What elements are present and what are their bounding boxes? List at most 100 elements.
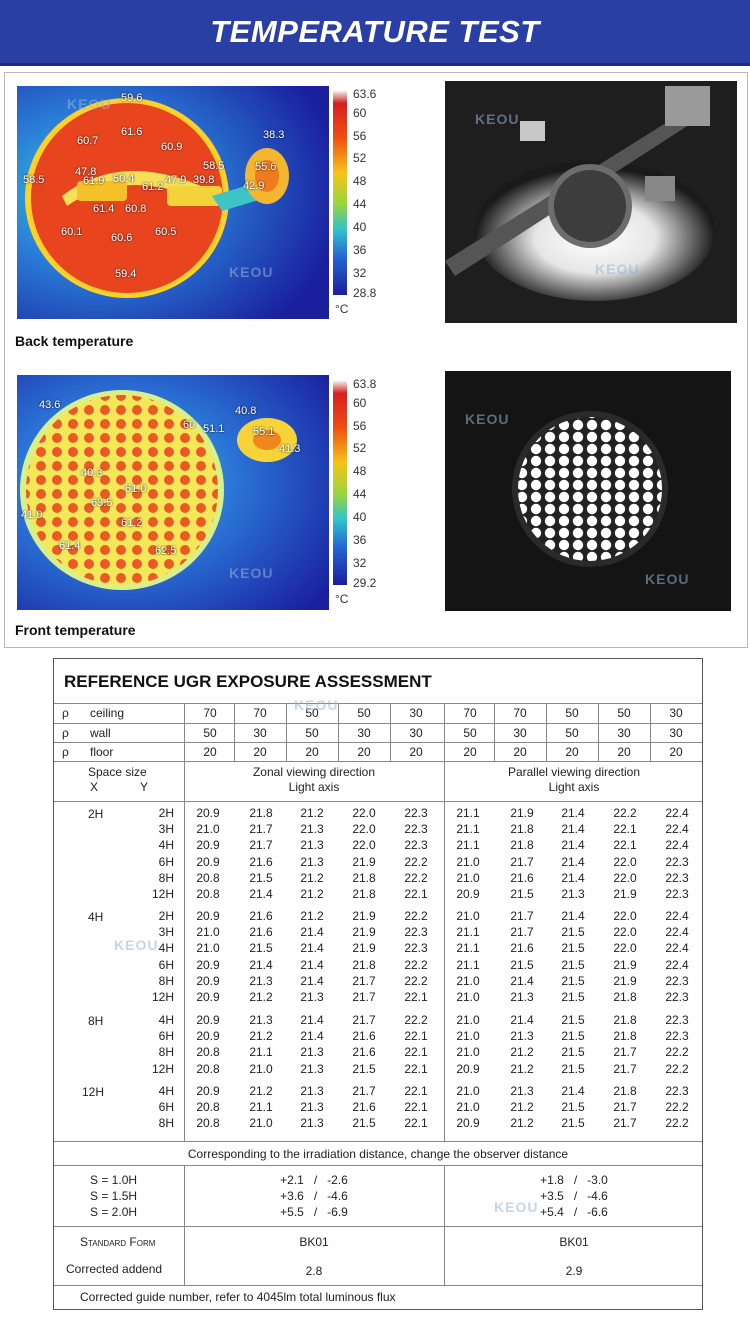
s-label: S = 2.0H bbox=[90, 1205, 138, 1219]
ugr-value: 21.4 bbox=[561, 822, 585, 837]
temp-point: 60 bbox=[183, 419, 196, 431]
space-y-label: 6H bbox=[158, 1100, 174, 1115]
ugr-value: 21.0 bbox=[456, 909, 480, 923]
ugr-value: 21.5 bbox=[510, 887, 534, 901]
ugr-value: 21.4 bbox=[300, 957, 324, 972]
watermark: KEOU bbox=[114, 937, 159, 953]
scale-label: 48 bbox=[353, 174, 367, 188]
ugr-value: 21.2 bbox=[300, 806, 324, 820]
ugr-value: 21.6 bbox=[352, 1045, 376, 1060]
ugr-value: 21.7 bbox=[613, 1116, 637, 1131]
reflectance-value: 30 bbox=[513, 726, 527, 740]
scale-label: 28.8 bbox=[353, 286, 377, 300]
ugr-value: 22.0 bbox=[613, 854, 637, 869]
ugr-value: 21.9 bbox=[613, 973, 637, 988]
ugr-value: 21.7 bbox=[613, 1100, 637, 1115]
ugr-value: 21.4 bbox=[249, 957, 273, 972]
ugr-value: 21.8 bbox=[352, 887, 376, 901]
back-temperature-caption: Back temperature bbox=[15, 333, 134, 349]
ugr-value: 20.9 bbox=[196, 973, 220, 988]
reflectance-value: 70 bbox=[203, 706, 217, 720]
ugr-value: 21.3 bbox=[510, 1029, 534, 1044]
ugr-value: 21.0 bbox=[456, 1045, 480, 1060]
corrected-addend-parallel: 2.9 bbox=[565, 1264, 583, 1278]
reflectance-value: 20 bbox=[203, 745, 217, 759]
space-y-label: 4H bbox=[158, 838, 174, 853]
ugr-value: 21.4 bbox=[510, 1013, 534, 1027]
space-x-label: 4H bbox=[88, 910, 104, 924]
ugr-value: 20.9 bbox=[456, 887, 480, 901]
temp-point: 61.4 bbox=[93, 203, 115, 215]
reflectance-value: 20 bbox=[513, 745, 527, 759]
space-y-label: 3H bbox=[158, 822, 174, 837]
ugr-value: 21.4 bbox=[300, 1013, 324, 1027]
ugr-value: 22.3 bbox=[665, 870, 689, 885]
ugr-value: 22.3 bbox=[404, 941, 428, 956]
watermark: KEOU bbox=[494, 1199, 539, 1215]
reflectance-value: 70 bbox=[253, 706, 267, 720]
reflectance-value: 20 bbox=[669, 745, 683, 759]
zonal-subtitle: Light axis bbox=[288, 780, 340, 794]
table-divider bbox=[54, 1141, 702, 1142]
temp-point: 41.0 bbox=[21, 509, 43, 521]
ugr-value: 21.8 bbox=[249, 806, 273, 820]
reflectance-value: 70 bbox=[513, 706, 527, 720]
space-y-label: 8H bbox=[158, 1045, 174, 1060]
ugr-value: 21.1 bbox=[249, 1100, 273, 1115]
ugr-value: 22.2 bbox=[665, 1061, 689, 1076]
space-x-label: 12H bbox=[82, 1085, 105, 1099]
scale-label: 52 bbox=[353, 151, 367, 165]
ugr-value: 21.2 bbox=[249, 1029, 273, 1044]
table-divider bbox=[54, 723, 702, 724]
rho-symbol: ρ bbox=[62, 745, 69, 759]
ugr-value: 21.5 bbox=[352, 1116, 376, 1131]
ugr-value: 20.9 bbox=[456, 1116, 480, 1131]
ugr-value: 21.5 bbox=[249, 870, 273, 885]
rho-symbol: ρ bbox=[62, 706, 69, 720]
ugr-value: 20.8 bbox=[196, 887, 220, 901]
ugr-value: 22.3 bbox=[665, 887, 689, 901]
ugr-value: 21.9 bbox=[352, 854, 376, 869]
scale-label: 44 bbox=[353, 487, 367, 501]
scale-label: 60 bbox=[353, 106, 367, 120]
ugr-value: 20.9 bbox=[196, 990, 220, 1004]
scale-label: 36 bbox=[353, 533, 367, 547]
reflectance-value: 20 bbox=[565, 745, 579, 759]
ugr-value: 21.6 bbox=[352, 1029, 376, 1044]
ugr-value: 21.2 bbox=[249, 990, 273, 1004]
temp-point: 61.2 bbox=[121, 517, 143, 529]
ugr-value: 21.4 bbox=[300, 1029, 324, 1044]
standard-form-parallel: BK01 bbox=[559, 1235, 589, 1249]
space-y-label: 6H bbox=[158, 1029, 174, 1044]
ugr-value: 21.8 bbox=[510, 838, 534, 853]
scale-label: 56 bbox=[353, 419, 367, 433]
temp-point: 60.1 bbox=[61, 226, 83, 238]
front-temperature-caption: Front temperature bbox=[15, 622, 136, 638]
ugr-value: 21.0 bbox=[456, 1029, 480, 1044]
page-title: TEMPERATURE TEST bbox=[210, 14, 540, 49]
ugr-value: 22.0 bbox=[352, 822, 376, 837]
watermark: KEOU bbox=[67, 96, 112, 112]
ugr-value: 21.1 bbox=[456, 838, 480, 853]
ugr-value: 21.9 bbox=[352, 925, 376, 940]
ugr-value: 22.2 bbox=[404, 973, 428, 988]
ugr-value: 22.1 bbox=[404, 887, 428, 901]
space-y-label: 6H bbox=[158, 854, 174, 869]
ugr-value: 21.4 bbox=[561, 838, 585, 853]
ugr-value: 21.0 bbox=[456, 1013, 480, 1027]
space-y-label: 4H bbox=[158, 1084, 174, 1098]
temp-point: 61.0 bbox=[125, 483, 147, 495]
table-divider bbox=[184, 703, 185, 1141]
back-lamp-graphic bbox=[445, 81, 737, 323]
back-thermal-graphic bbox=[17, 86, 329, 319]
front-lamp-graphic bbox=[445, 371, 731, 611]
watermark: KEOU bbox=[645, 571, 690, 587]
ugr-value: 22.4 bbox=[665, 941, 689, 956]
temp-point: 60.6 bbox=[111, 232, 133, 244]
ugr-value: 20.8 bbox=[196, 1116, 220, 1131]
ugr-value: 22.1 bbox=[404, 1045, 428, 1060]
ugr-value: 21.8 bbox=[352, 957, 376, 972]
space-y-label: 12H bbox=[151, 990, 174, 1004]
ugr-value: 21.7 bbox=[510, 854, 534, 869]
ugr-value: 22.0 bbox=[613, 925, 637, 940]
